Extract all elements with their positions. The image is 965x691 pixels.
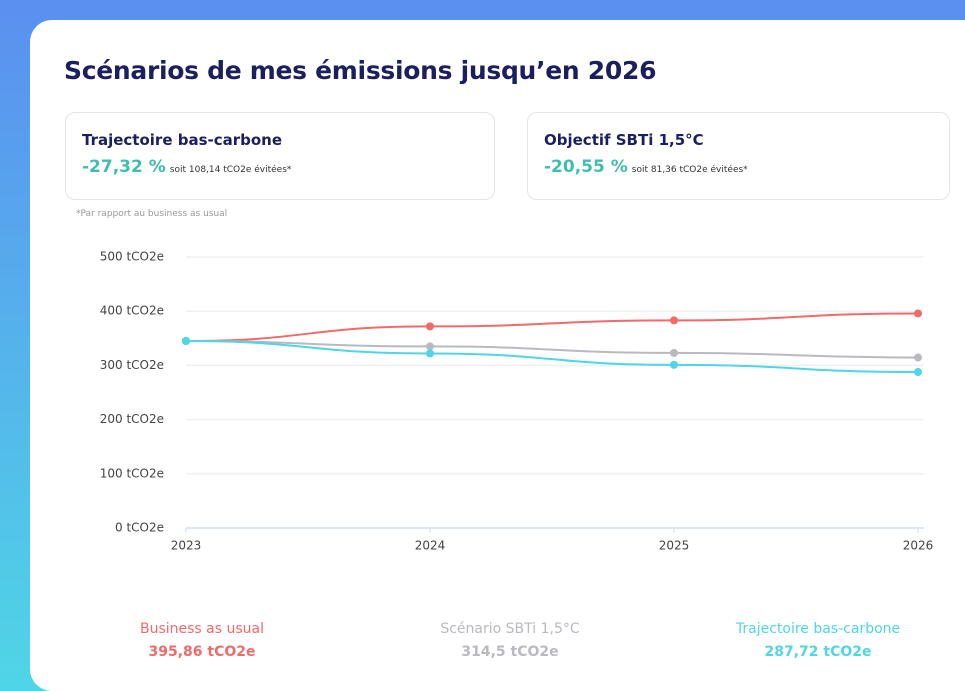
x-tick-label: 2026 bbox=[903, 539, 934, 553]
card-detail: soit 81,36 tCO2e évitées* bbox=[631, 165, 748, 175]
series-line bbox=[185, 340, 919, 374]
card-title: Objectif SBTi 1,5°C bbox=[544, 131, 704, 149]
y-tick-label: 0 tCO2e bbox=[115, 521, 164, 535]
y-tick-label: 100 tCO2e bbox=[100, 466, 164, 480]
point bbox=[914, 368, 922, 377]
point bbox=[670, 360, 678, 369]
y-tick-label: 400 tCO2e bbox=[100, 304, 164, 318]
point bbox=[426, 342, 434, 351]
summary-card: Objectif SBTi 1,5°C -20,55 % soit 81,36 t… bbox=[527, 112, 950, 200]
card-value: -20,55 % bbox=[544, 157, 628, 177]
legend-value: 287,72 tCO2e bbox=[764, 644, 871, 660]
point bbox=[426, 349, 434, 358]
point bbox=[182, 337, 190, 346]
series-line bbox=[185, 312, 919, 343]
summary-card: Trajectoire bas-carbone -27,32 % soit 108… bbox=[65, 112, 495, 200]
footnote: *Par rapport au business as usual bbox=[76, 209, 228, 219]
point bbox=[670, 348, 678, 357]
y-tick-label: 500 tCO2e bbox=[100, 250, 164, 264]
legend-value: 314,5 tCO2e bbox=[461, 644, 558, 660]
point bbox=[914, 353, 922, 362]
x-tick-label: 2024 bbox=[415, 539, 446, 553]
x-tick-label: 2023 bbox=[171, 539, 202, 553]
y-tick-label: 200 tCO2e bbox=[100, 412, 164, 426]
x-tick-label: 2025 bbox=[659, 539, 690, 553]
card-title: Trajectoire bas-carbone bbox=[82, 131, 283, 149]
legend-name: Business as usual bbox=[140, 621, 264, 637]
point bbox=[914, 309, 922, 318]
legend-name: Scénario SBTi 1,5°C bbox=[440, 621, 580, 637]
card-value: -27,32 % bbox=[82, 157, 166, 177]
point bbox=[426, 322, 434, 331]
point bbox=[670, 316, 678, 325]
page-title: Scénarios de mes émissions jusqu’en 2026 bbox=[64, 56, 657, 85]
y-tick-label: 300 tCO2e bbox=[100, 358, 164, 372]
series-line bbox=[185, 340, 919, 359]
card-detail: soit 108,14 tCO2e évitées* bbox=[169, 165, 292, 175]
legend-name: Trajectoire bas-carbone bbox=[735, 621, 900, 637]
legend-value: 395,86 tCO2e bbox=[148, 644, 255, 660]
